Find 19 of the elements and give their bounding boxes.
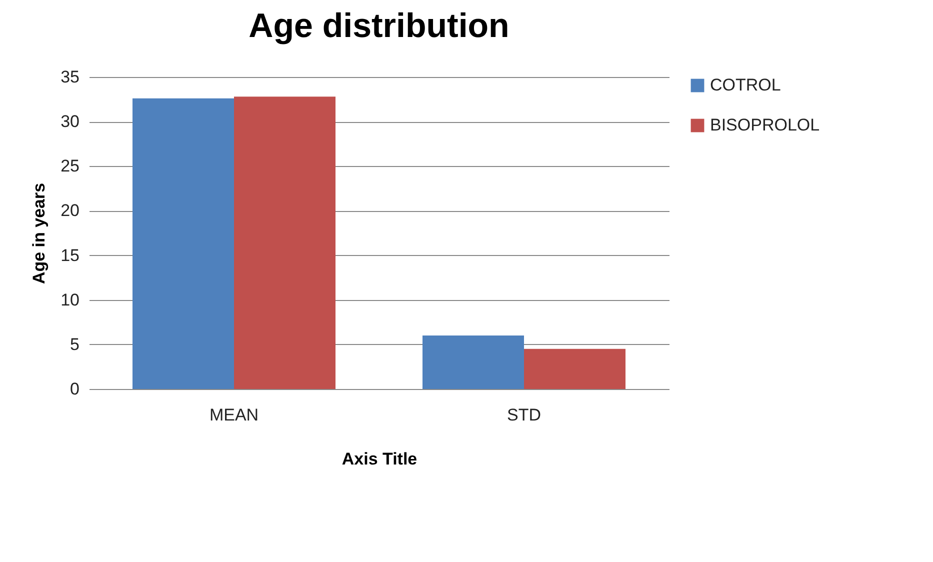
bar	[132, 98, 234, 389]
y-tick-label: 0	[70, 380, 80, 398]
x-tick-label: STD	[507, 406, 541, 424]
bar	[422, 336, 524, 389]
y-tick-label: 35	[60, 68, 80, 86]
chart-title: Age distribution	[248, 7, 510, 45]
y-tick-label: 20	[60, 201, 80, 220]
y-tick-label: 10	[60, 290, 80, 310]
legend-label: BISOPROLOL	[710, 116, 820, 134]
legend-label: COTROL	[710, 76, 781, 94]
y-tick-label: 25	[60, 156, 80, 176]
x-tick-label: MEAN	[209, 406, 259, 424]
y-axis-title: Age in years	[30, 182, 49, 284]
bar	[524, 348, 626, 389]
y-tick-label: 30	[60, 112, 80, 132]
x-axis-title: Axis Title	[342, 450, 418, 468]
y-tick-label: 5	[70, 334, 80, 354]
y-tick-label: 15	[60, 246, 80, 265]
bar	[234, 96, 336, 389]
